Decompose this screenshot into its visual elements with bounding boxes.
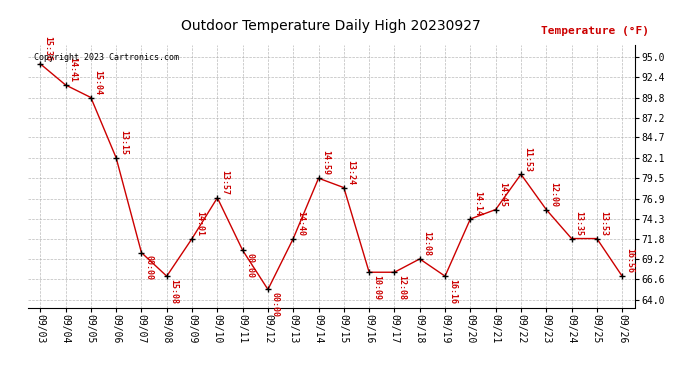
- Text: Outdoor Temperature Daily High 20230927: Outdoor Temperature Daily High 20230927: [181, 19, 481, 33]
- Text: 13:15: 13:15: [119, 130, 128, 155]
- Text: 14:45: 14:45: [498, 182, 507, 207]
- Text: 13:57: 13:57: [220, 170, 229, 195]
- Text: 15:04: 15:04: [94, 70, 103, 95]
- Text: 13:35: 13:35: [574, 211, 583, 236]
- Text: Temperature (°F): Temperature (°F): [540, 26, 649, 36]
- Text: 12:00: 12:00: [549, 182, 558, 207]
- Text: 15:08: 15:08: [170, 279, 179, 304]
- Text: 14:40: 14:40: [296, 211, 305, 236]
- Text: 12:08: 12:08: [397, 275, 406, 300]
- Text: 13:24: 13:24: [346, 160, 355, 185]
- Text: 14:41: 14:41: [68, 57, 77, 82]
- Text: 14:01: 14:01: [195, 211, 204, 236]
- Text: 12:08: 12:08: [422, 231, 431, 256]
- Text: 00:00: 00:00: [246, 253, 255, 278]
- Text: 16:56: 16:56: [625, 248, 634, 273]
- Text: 13:53: 13:53: [600, 211, 609, 236]
- Text: 10:09: 10:09: [372, 275, 381, 300]
- Text: 14:59: 14:59: [322, 150, 331, 176]
- Text: 11:53: 11:53: [524, 147, 533, 171]
- Text: 16:16: 16:16: [448, 279, 457, 304]
- Text: 15:36: 15:36: [43, 36, 52, 61]
- Text: 14:14: 14:14: [473, 191, 482, 216]
- Text: Copyright 2023 Cartronics.com: Copyright 2023 Cartronics.com: [34, 53, 179, 62]
- Text: 00:00: 00:00: [270, 292, 279, 317]
- Text: 00:00: 00:00: [144, 255, 153, 280]
